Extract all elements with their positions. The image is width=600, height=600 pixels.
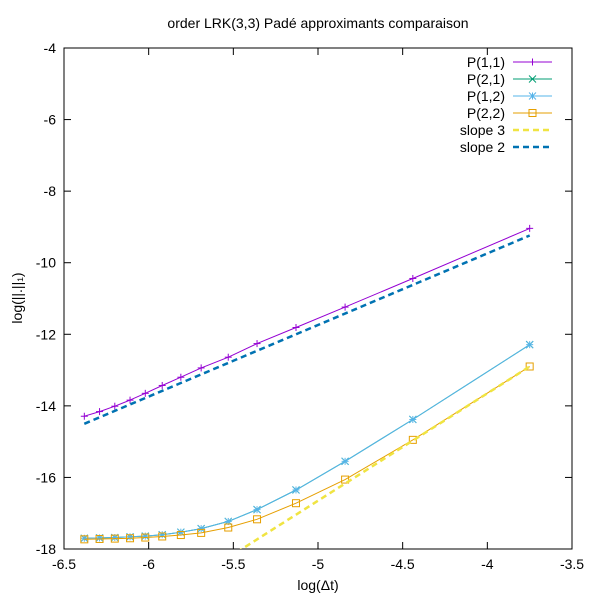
- data-point: [292, 486, 300, 494]
- data-point: [529, 58, 536, 66]
- series-line: [84, 344, 530, 539]
- y-tick-label: -12: [36, 326, 56, 342]
- series-P(1,1): [80, 224, 534, 420]
- series-layer: [80, 224, 534, 549]
- data-point: [95, 534, 104, 543]
- data-point: [141, 389, 149, 397]
- x-axis-title: log(Δt): [297, 577, 338, 593]
- legend-label: slope 2: [460, 139, 505, 155]
- series-slope 2: [83, 234, 531, 425]
- data-point: [341, 475, 350, 484]
- data-point: [80, 535, 89, 544]
- data-point: [158, 532, 167, 541]
- y-tick-label: -16: [36, 469, 56, 485]
- data-point: [141, 533, 150, 542]
- y-tick-label: -4: [44, 40, 57, 56]
- legend-item: slope 3: [460, 122, 552, 138]
- data-point: [525, 340, 534, 349]
- series-line: [84, 366, 530, 540]
- legend-label: P(2,2): [467, 105, 505, 121]
- data-point: [253, 515, 262, 524]
- data-point: [126, 534, 135, 543]
- data-point: [341, 457, 349, 466]
- data-point: [526, 224, 534, 232]
- x-tick-label: -4: [481, 556, 494, 572]
- x-tick-label: -5.5: [221, 556, 245, 572]
- data-point: [253, 340, 261, 348]
- x-axis: -6.5 -6 -5.5 -5 -4.5 -4 -3.5: [52, 48, 584, 572]
- x-tick-label: -5: [312, 556, 325, 572]
- data-point: [528, 75, 537, 83]
- data-point: [96, 408, 104, 416]
- data-point: [341, 303, 349, 311]
- series-P(1,2): [80, 340, 534, 543]
- legend-label: P(2,1): [467, 71, 505, 87]
- legend-item: P(2,2): [467, 105, 552, 121]
- data-point: [528, 92, 537, 100]
- legend-label: P(1,1): [467, 54, 505, 70]
- data-point: [80, 412, 88, 420]
- series-line: [83, 234, 531, 425]
- data-point: [253, 505, 261, 514]
- data-point: [158, 381, 166, 389]
- data-point: [224, 523, 233, 532]
- y-tick-label: -14: [36, 398, 56, 414]
- legend-item: P(1,2): [467, 88, 552, 104]
- x-tick-label: -4.5: [391, 556, 415, 572]
- legend-label: P(1,2): [467, 88, 505, 104]
- data-point: [224, 353, 232, 361]
- data-point: [409, 274, 417, 282]
- series-line: [84, 344, 530, 539]
- data-point: [292, 323, 300, 331]
- x-tick-label: -3.5: [560, 556, 584, 572]
- data-point: [110, 534, 119, 543]
- data-point: [177, 373, 185, 381]
- legend-label: slope 3: [460, 122, 505, 138]
- data-point: [408, 415, 417, 424]
- y-tick-label: -6: [44, 112, 57, 128]
- data-point: [528, 109, 537, 117]
- data-point: [197, 524, 206, 533]
- legend-item: P(1,1): [467, 54, 552, 70]
- series-P(2,1): [80, 340, 534, 543]
- x-tick-label: -6: [142, 556, 155, 572]
- y-tick-label: -10: [36, 255, 56, 271]
- data-point: [176, 531, 185, 540]
- x-tick-label: -6.5: [52, 556, 76, 572]
- data-point: [111, 402, 119, 410]
- series-P(2,2): [80, 362, 534, 544]
- data-point: [291, 499, 300, 508]
- data-point: [197, 364, 205, 372]
- data-point: [525, 362, 534, 371]
- legend-item: P(2,1): [467, 71, 552, 87]
- y-axis: -18 -16 -14 -12 -10 -8 -6 -4: [36, 40, 572, 557]
- legend-item: slope 2: [460, 139, 552, 155]
- data-point: [197, 528, 206, 537]
- series-line: [239, 365, 531, 549]
- series-slope 3: [239, 365, 531, 549]
- y-tick-label: -8: [44, 183, 57, 199]
- chart-title: order LRK(3,3) Padé approximants compara…: [167, 15, 468, 31]
- data-point: [126, 396, 134, 404]
- series-line: [84, 227, 530, 417]
- y-tick-label: -18: [36, 541, 56, 557]
- y-axis-title: log(||.||₁): [9, 272, 25, 323]
